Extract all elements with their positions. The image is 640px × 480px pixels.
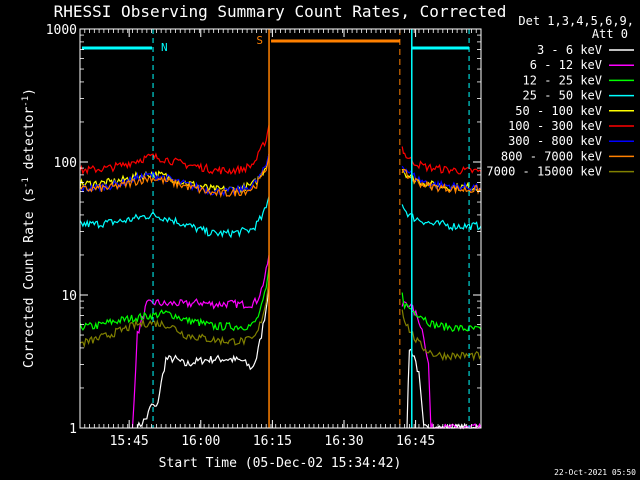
y-axis-label-superscript: -1 [21, 177, 31, 188]
y-axis-label-superscript: -1 [21, 96, 31, 107]
series-line [79, 153, 270, 197]
series-line [136, 284, 270, 429]
series-7000-15000keV [79, 279, 482, 362]
series-line [401, 146, 482, 175]
legend-label: 7000 - 15000 keV [486, 165, 602, 179]
axes: 15:45 16:00 16:15 16:30 16:45 1 10 100 1000 [46, 23, 482, 449]
series-line [131, 254, 270, 429]
series-100-300keV [79, 124, 482, 176]
series-12-25keV [79, 267, 482, 333]
series-line [79, 279, 270, 349]
series-line [79, 196, 270, 239]
x-tick-label: 16:15 [253, 434, 292, 449]
legend-label: 50 - 100 keV [515, 104, 602, 118]
legend-label: 300 - 800 keV [508, 134, 602, 148]
series-300-800keV [79, 153, 482, 197]
x-tick-label: 15:45 [110, 434, 149, 449]
legend-header-detectors: Det 1,3,4,5,6,9, [518, 14, 634, 28]
y-tick-label: 1 [69, 422, 77, 437]
series-6-12keV [131, 254, 482, 430]
series-line [79, 124, 270, 176]
series-line [406, 348, 482, 430]
chart-title: RHESSI Observing Summary Count Rates, Co… [54, 2, 507, 21]
series-line [79, 156, 270, 199]
y-axis-label-part: ) [22, 88, 37, 96]
x-tick-label: 16:00 [181, 434, 220, 449]
series-800-7000keV [79, 156, 482, 199]
x-tick-label: 16:30 [324, 434, 363, 449]
y-axis-label-part: Corrected Count Rate (s [22, 188, 37, 368]
y-axis-label-part: detector [22, 107, 37, 178]
legend-label: 12 - 25 keV [523, 73, 602, 87]
legend-label: 6 - 12 keV [530, 58, 602, 72]
series-3-6keV [136, 284, 482, 430]
plot-frame [79, 28, 482, 429]
footer-timestamp: 22-Oct-2021 05:50 [554, 468, 636, 477]
legend-label: 25 - 50 keV [523, 89, 602, 103]
y-tick-label: 1000 [46, 23, 77, 38]
series-line [401, 165, 482, 192]
legend-label: 800 - 7000 keV [501, 149, 602, 163]
y-tick-label: 10 [61, 289, 77, 304]
legend-label: 3 - 6 keV [537, 43, 602, 57]
x-axis-label: Start Time (05-Dec-02 15:34:42) [159, 456, 402, 471]
legend-header-attenuator: Att 0 [592, 27, 628, 41]
y-tick-label: 100 [54, 156, 77, 171]
series-line [401, 309, 482, 362]
night-marker-label: N [161, 41, 168, 54]
saa-marker-label: S [256, 34, 263, 47]
series-line [401, 168, 482, 195]
x-tick-label: 16:45 [396, 434, 435, 449]
series-line [79, 267, 270, 332]
series-25-50keV [79, 196, 482, 239]
y-axis-label: Corrected Count Rate (s-1 detector-1) [21, 88, 37, 368]
series-line [401, 292, 482, 333]
legend-label: 100 - 300 keV [508, 119, 602, 133]
plot-area: NS [79, 29, 482, 430]
series-line [401, 204, 482, 232]
